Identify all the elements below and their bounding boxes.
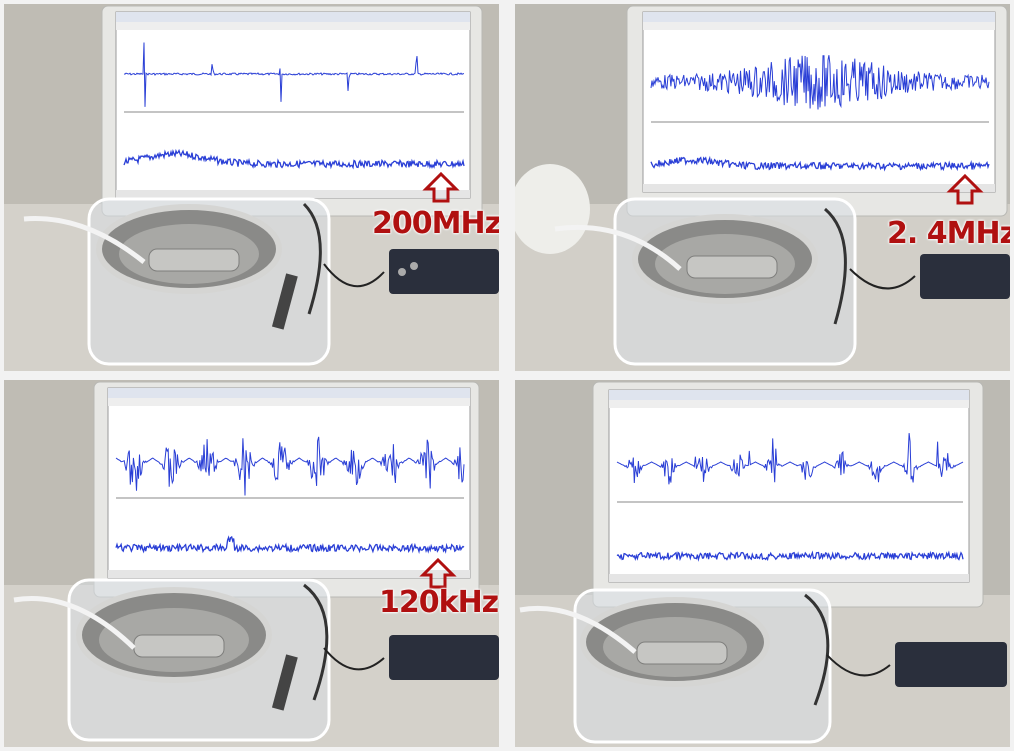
pc-oscilloscope-device <box>849 254 1010 299</box>
pc-oscilloscope-device <box>323 249 499 294</box>
bowl-setup <box>13 578 331 742</box>
oscilloscope-screen <box>616 433 964 562</box>
photo-unlabeled <box>515 380 1010 747</box>
monitor <box>592 381 984 608</box>
lower-spectrum <box>650 155 990 172</box>
oscilloscope-screen <box>123 42 465 170</box>
upper-waveform <box>616 433 964 485</box>
oscilloscope-screen <box>115 436 465 555</box>
up-arrow-outline-icon <box>419 557 457 589</box>
monitor <box>626 5 1008 217</box>
upper-waveform <box>115 436 465 496</box>
monitor <box>93 381 480 598</box>
up-arrow-outline-icon <box>422 171 460 203</box>
upper-waveform <box>650 55 990 110</box>
frequency-label: 200MHz <box>372 206 499 241</box>
pc-oscilloscope-device <box>826 642 1007 687</box>
photo-200mhz: 200MHz <box>4 4 499 371</box>
up-arrow-outline-icon <box>946 173 984 205</box>
lower-spectrum <box>123 148 465 170</box>
pc-oscilloscope-device <box>323 635 499 680</box>
photo-120khz: 120kHz <box>4 380 499 747</box>
photo-2-4mhz: 2. 4MHz <box>515 4 1010 371</box>
bowl-setup <box>23 197 331 366</box>
bowl-setup <box>554 197 857 366</box>
monitor <box>101 5 483 217</box>
bowl-setup <box>519 588 832 744</box>
lower-spectrum <box>115 535 465 555</box>
oscilloscope-screen <box>650 55 990 172</box>
frequency-label: 120kHz <box>379 585 499 620</box>
upper-waveform <box>123 42 465 107</box>
frequency-label: 2. 4MHz <box>887 216 1010 251</box>
lower-spectrum <box>616 550 964 562</box>
